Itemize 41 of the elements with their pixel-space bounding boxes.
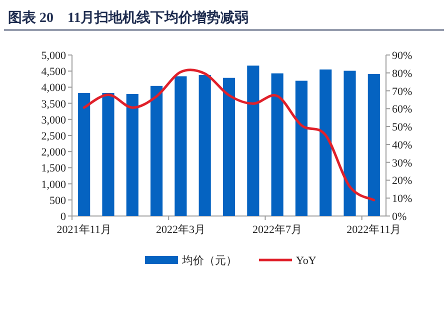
- y-tick-label: 4,000: [41, 82, 66, 94]
- y2-tick-label: 10%: [392, 193, 412, 206]
- x-tick-label: 2022年7月: [252, 224, 302, 236]
- bar: [102, 92, 114, 216]
- y-tick-label: 1,000: [41, 178, 66, 191]
- y2-tick-label: 70%: [392, 86, 412, 98]
- legend-label: YoY: [296, 255, 316, 267]
- legend-label: 均价（元）: [181, 255, 237, 267]
- y2-tick-label: 30%: [392, 157, 412, 170]
- y-tick-label: 2,500: [41, 130, 66, 142]
- y2-tick-label: 0%: [392, 211, 407, 223]
- chart-title: 图表 20 11月扫地机线下均价增势减弱: [8, 10, 249, 26]
- y2-tick-label: 40%: [392, 139, 412, 152]
- y2-tick-label: 80%: [392, 68, 412, 80]
- y-tick-label: 5,000: [41, 50, 66, 62]
- bar: [271, 73, 284, 216]
- bar: [174, 76, 187, 216]
- bar: [78, 92, 90, 216]
- y-tick-label: 3,500: [41, 98, 66, 110]
- bar: [222, 78, 236, 216]
- y-tick-label: 3,000: [41, 114, 66, 126]
- bar: [126, 94, 138, 216]
- bar: [320, 69, 332, 216]
- x-tick-label: 2022年3月: [156, 224, 206, 236]
- bar: [295, 80, 308, 216]
- y-tick-label: 0: [60, 211, 66, 223]
- bar: [198, 74, 211, 216]
- y2-tick-label: 90%: [392, 50, 412, 62]
- y2-tick-label: 50%: [392, 122, 412, 134]
- bar: [368, 74, 380, 216]
- bar: [150, 86, 163, 216]
- x-tick-label: 2021年11月: [56, 224, 112, 236]
- bar: [344, 70, 356, 216]
- x-tick-label: 2022年11月: [346, 224, 402, 236]
- bar: [247, 66, 260, 216]
- y-tick-label: 4,500: [41, 66, 66, 78]
- y-tick-label: 500: [50, 194, 66, 207]
- y2-tick-label: 20%: [392, 175, 412, 188]
- y-tick-label: 2,000: [41, 146, 66, 159]
- y-tick-label: 1,500: [41, 162, 66, 175]
- y2-tick-label: 60%: [392, 104, 412, 116]
